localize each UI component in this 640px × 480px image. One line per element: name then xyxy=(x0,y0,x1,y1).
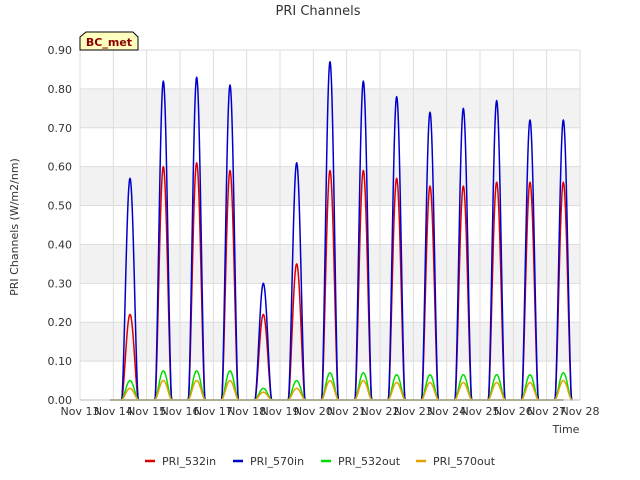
y-tick-label: 0.60 xyxy=(48,161,73,174)
legend-item: PRI_570in xyxy=(233,455,304,468)
chart-title: PRI Channels xyxy=(276,4,361,19)
plot-band xyxy=(80,322,580,362)
plot-band xyxy=(80,127,580,167)
plot-band xyxy=(80,205,580,245)
series-line-PRI_532in xyxy=(120,162,573,401)
x-tick-label: Nov 27 xyxy=(527,405,566,418)
y-tick-label: 0.30 xyxy=(48,277,73,290)
plot-axes: 0.00 0.10 0.20 0.30 0.40 0.50 0.60 0.70 0.80 0.90… xyxy=(48,44,600,418)
legend-label: PRI_532in xyxy=(162,455,216,468)
x-tick-label: Nov 25 xyxy=(461,405,500,418)
y-tick-label: 0.70 xyxy=(48,122,73,135)
y-tick-label: 0.40 xyxy=(48,238,73,251)
site-badge-label: BC_met xyxy=(86,36,132,49)
legend-item: PRI_532in xyxy=(145,455,216,468)
legend-label: PRI_532out xyxy=(338,455,401,468)
y-tick-label: 0.50 xyxy=(48,200,73,213)
x-tick-label: Nov 22 xyxy=(361,405,400,418)
x-tick-label: Nov 16 xyxy=(161,405,200,418)
series-line-PRI_532out xyxy=(120,370,573,401)
legend-label: PRI_570out xyxy=(433,455,496,468)
series-line-PRI_570out xyxy=(120,379,573,401)
x-tick-label: Nov 21 xyxy=(327,405,366,418)
plot-grid xyxy=(79,49,581,401)
plot-band xyxy=(80,50,580,89)
x-axis-label: Time xyxy=(552,423,580,436)
x-tick-label: Nov 24 xyxy=(427,405,466,418)
x-tick-label: Nov 28 xyxy=(561,405,600,418)
legend-item: PRI_532out xyxy=(321,455,401,468)
y-tick-label: 0.90 xyxy=(48,44,73,57)
x-tick-label: Nov 15 xyxy=(127,405,166,418)
y-tick-label: 0.00 xyxy=(48,394,73,407)
y-tick-label: 0.20 xyxy=(48,316,73,329)
y-tick-label: 0.80 xyxy=(48,83,73,96)
x-tick-label: Nov 20 xyxy=(294,405,333,418)
series-line-PRI_570in xyxy=(120,60,573,401)
site-badge: BC_met xyxy=(79,31,139,51)
plot-bands xyxy=(80,50,580,400)
y-tick-label: 0.10 xyxy=(48,355,73,368)
x-tick-label: Nov 23 xyxy=(394,405,433,418)
legend: PRI_532in PRI_570in PRI_532out PRI_570out xyxy=(145,455,496,468)
plot-band xyxy=(80,244,580,284)
x-tick-label: Nov 13 xyxy=(61,405,100,418)
plot-band xyxy=(80,88,580,128)
y-axis-label: PRI Channels (W/m2/nm) xyxy=(8,158,21,296)
site-badge-box xyxy=(79,31,139,51)
x-tick-label: Nov 18 xyxy=(227,405,266,418)
plot-band xyxy=(80,283,580,323)
legend-item: PRI_570out xyxy=(416,455,496,468)
x-tick-label: Nov 14 xyxy=(94,405,133,418)
x-tick-label: Nov 26 xyxy=(494,405,533,418)
legend-label: PRI_570in xyxy=(250,455,304,468)
x-tick-label: Nov 19 xyxy=(261,405,300,418)
x-tick-label: Nov 17 xyxy=(194,405,233,418)
